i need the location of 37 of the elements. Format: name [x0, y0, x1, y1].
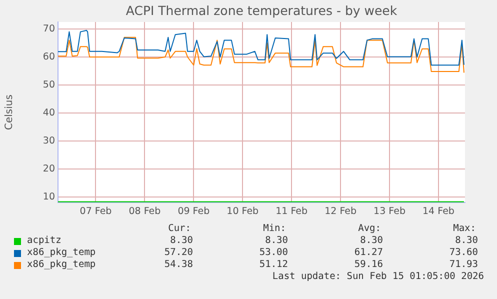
text: 8.30 [265, 235, 288, 247]
text: Avg: [358, 223, 381, 235]
text: 71.93 [449, 259, 478, 271]
text: 59.16 [354, 259, 383, 271]
y-tick-label: 50 [42, 79, 55, 90]
text: Min: [263, 223, 286, 235]
y-tick-label: 70 [42, 23, 55, 34]
y-axis-title: Celsius [4, 94, 15, 130]
legend-label: x86_pkg_temp [27, 259, 96, 271]
text: 51.12 [259, 259, 288, 271]
text: 8.30 [455, 235, 478, 247]
y-tick-label: 20 [42, 163, 55, 174]
y-tick-label: 30 [42, 135, 55, 146]
text: Cur: [168, 223, 191, 235]
text: 61.27 [354, 247, 383, 259]
x-tick-label: 12 Feb [324, 206, 357, 217]
x-tick-label: 10 Feb [226, 206, 259, 217]
text: 8.30 [170, 235, 193, 247]
text: 8.30 [360, 235, 383, 247]
x-tick-label: 14 Feb [422, 206, 454, 217]
x-tick-label: 13 Feb [374, 206, 406, 217]
text: 53.00 [259, 247, 288, 259]
x-tick-label: 11 Feb [276, 206, 308, 217]
x-tick-label: 09 Feb [178, 206, 210, 217]
legend-label: acpitz [27, 235, 62, 247]
legend-label: x86_pkg_temp [27, 247, 96, 259]
y-tick-label: 10 [42, 191, 55, 202]
text: Max: [453, 223, 476, 235]
text: 73.60 [449, 247, 478, 259]
y-tick-label: 40 [42, 107, 55, 118]
text: Last update: Sun Feb 15 01:05:00 2026 [272, 271, 484, 283]
chart-title: ACPI Thermal zone temperatures - by week [126, 3, 398, 18]
x-tick-label: 08 Feb [128, 206, 161, 217]
text: 54.38 [164, 259, 193, 271]
y-tick-label: 60 [42, 51, 55, 62]
x-tick-label: 07 Feb [80, 206, 112, 217]
text: 57.20 [164, 247, 193, 259]
